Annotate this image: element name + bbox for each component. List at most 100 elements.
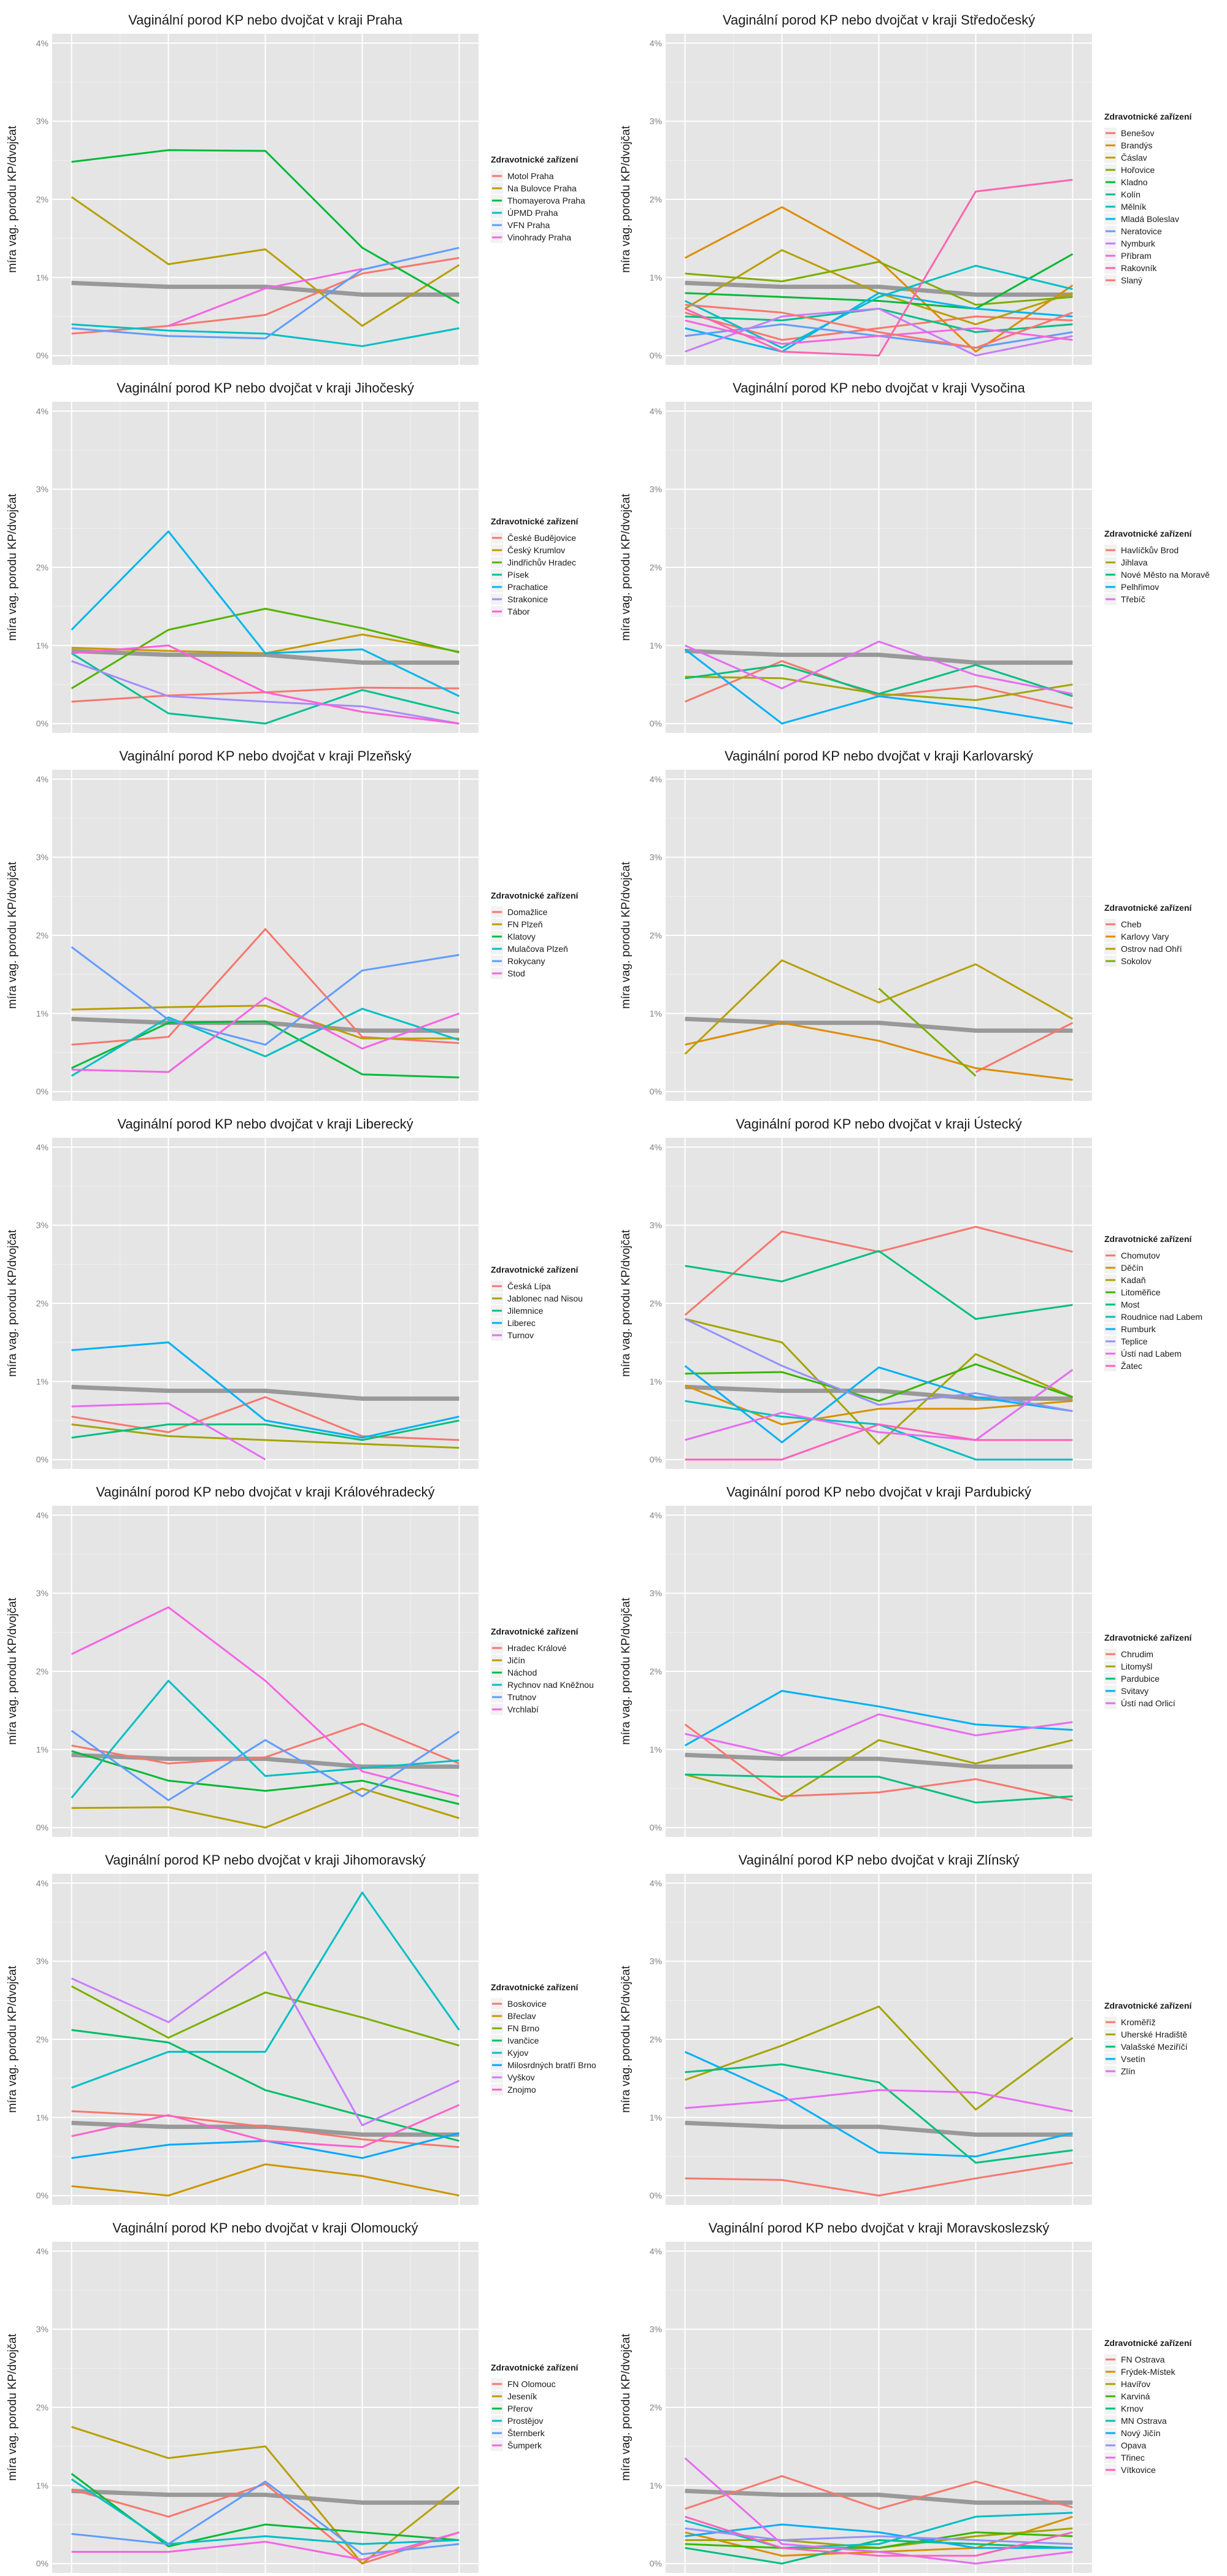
y-tick-label: 1% (650, 272, 662, 282)
chart-panel: 2009 2010 2011 2012 2013 0% 1% 2% 3% 4% Vaginální … (6, 380, 579, 736)
legend-item-label: Česká Lípa (507, 1281, 551, 1291)
legend-item-label: Písek (507, 570, 529, 580)
y-tick-label: 1% (650, 1376, 662, 1386)
x-tick-label: 2011 (869, 1839, 888, 1840)
x-tick-label: 2009 (62, 735, 81, 736)
series-line (685, 2531, 1073, 2549)
legend-title: Zdravotnické zařízení (491, 891, 579, 900)
y-tick-label: 4% (36, 406, 48, 416)
chart-panel: 2009 2010 2011 2012 2013 0% 1% 2% 3% 4% Vaginální … (6, 748, 579, 1104)
legend-item-label: Třebíč (1121, 594, 1145, 604)
x-tick-label: 2012 (966, 367, 985, 368)
chart-title: Vaginální porod KP nebo dvojčat v kraji … (726, 1484, 1031, 1500)
legend-item-label: Vinohrady Praha (507, 232, 571, 242)
series-line (684, 264, 1073, 349)
series-line (685, 312, 1073, 341)
y-axis-label: míra vag. porodu KP/dvojčat (620, 125, 633, 272)
legend-item-label: Kladno (1121, 177, 1148, 187)
legend-item-label: Vítkovice (1121, 2465, 1156, 2475)
y-tick-label: 1% (36, 640, 48, 650)
y-tick-label: 2% (36, 2034, 48, 2044)
legend-item-label: Mulačova Plzeň (507, 944, 568, 954)
average-line (685, 648, 1073, 665)
legend-item-label: VFN Praha (507, 220, 550, 230)
legend-item-label: Trutnov (507, 1692, 536, 1702)
series-line (685, 1423, 1073, 1461)
y-tick-label: 3% (650, 853, 662, 862)
series-line (685, 1022, 1073, 1081)
legend-title: Zdravotnické zařízení (491, 1265, 579, 1275)
legend-item-label: Ústí nad Orlicí (1121, 1698, 1175, 1708)
y-tick-label: 2% (650, 194, 662, 204)
legend-item-label: FN Plzeň (507, 919, 543, 929)
y-axis-label: míra vag. porodu KP/dvojčat (620, 2333, 633, 2480)
x-tick-label: 2010 (772, 1839, 791, 1840)
legend-item-label: Motol Praha (507, 171, 554, 181)
x-tick-label: 2009 (675, 2207, 694, 2208)
series-line (684, 640, 1073, 695)
legend-title: Zdravotnické zařízení (491, 516, 579, 526)
legend-item-label: Frýdek-Místek (1121, 2367, 1176, 2377)
x-tick-label: 2012 (966, 1103, 985, 1104)
legend-item-label: ÚPMD Praha (507, 208, 558, 218)
legend-item-label: Třinec (1121, 2453, 1145, 2463)
series-line (168, 267, 363, 327)
legend-item-label: Na Bulovce Praha (507, 183, 577, 193)
series-line (685, 2063, 1073, 2164)
x-tick-label: 2013 (1063, 367, 1082, 368)
y-tick-label: 3% (36, 1957, 48, 1966)
average-line (685, 2120, 1073, 2137)
legend-item-label: Roudnice nad Labem (1121, 1312, 1202, 1322)
series-line (71, 1341, 460, 1439)
y-tick-label: 0% (650, 1087, 662, 1097)
chart-panel: 2009 2010 2011 2012 2013 0% 1% 2% 3% 4% Vaginální … (6, 1852, 596, 2208)
y-axis-label: míra vag. porodu KP/dvojčat (6, 861, 19, 1008)
y-tick-label: 3% (650, 1221, 662, 1230)
legend-item-label: Havlíčkův Brod (1121, 545, 1179, 555)
series-line (71, 247, 460, 340)
legend-item-label: Most (1121, 1300, 1139, 1309)
x-tick-label: 2013 (450, 1471, 469, 1472)
x-tick-label: 2011 (256, 367, 274, 368)
legend-item-label: Břeclav (507, 2011, 536, 2021)
y-tick-label: 1% (650, 2112, 662, 2122)
x-tick-label: 2011 (869, 367, 888, 368)
legend-item-label: Milosrdných bratří Brno (507, 2060, 596, 2070)
y-tick-label: 0% (36, 2559, 48, 2569)
average-line (685, 2488, 1073, 2505)
legend-item-label: Zlín (1121, 2066, 1135, 2076)
series-line (878, 987, 977, 1077)
legend-item-label: Jihlava (1121, 558, 1148, 567)
legend-title: Zdravotnické zařízení (1104, 2338, 1192, 2348)
legend-item-label: Přerov (507, 2404, 533, 2413)
legend-item-label: Boskovice (507, 1999, 547, 2009)
series-line (71, 1402, 266, 1461)
x-tick-label: 2010 (159, 2207, 178, 2208)
legend-item-label: Valašské Meziříčí (1121, 2042, 1188, 2052)
x-tick-label: 2011 (869, 2207, 888, 2208)
x-tick-label: 2012 (966, 735, 985, 736)
chart-panel: 2009 2010 2011 2012 2013 0% 1% 2% 3% 4% Vaginální … (620, 1116, 1202, 1472)
x-tick-label: 2009 (62, 2207, 81, 2208)
x-tick-label: 2009 (675, 367, 694, 368)
legend-item-label: Ivančice (507, 2036, 539, 2045)
average-line (71, 648, 460, 665)
y-tick-label: 1% (36, 1744, 48, 1754)
legend-item-label: Vyškov (507, 2072, 535, 2082)
series-line (71, 1985, 460, 2047)
series-line (684, 178, 1073, 357)
x-tick-label: 2012 (966, 1839, 985, 1840)
x-tick-label: 2010 (159, 1471, 178, 1472)
chart-title: Vaginální porod KP nebo dvojčat v kraji … (725, 748, 1033, 764)
legend-item-label: Tábor (507, 607, 530, 616)
series-line (71, 2029, 460, 2142)
legend-item-label: Kyjov (507, 2048, 528, 2058)
legend-item-label: Klatovy (507, 932, 536, 941)
x-tick-label: 2013 (1063, 1103, 1082, 1104)
x-tick-label: 2011 (256, 1471, 274, 1472)
y-tick-label: 4% (36, 1878, 48, 1888)
y-tick-label: 1% (36, 2112, 48, 2122)
x-tick-label: 2011 (869, 1471, 888, 1472)
average-line (71, 1384, 460, 1401)
y-axis-label: míra vag. porodu KP/dvojčat (620, 493, 633, 640)
